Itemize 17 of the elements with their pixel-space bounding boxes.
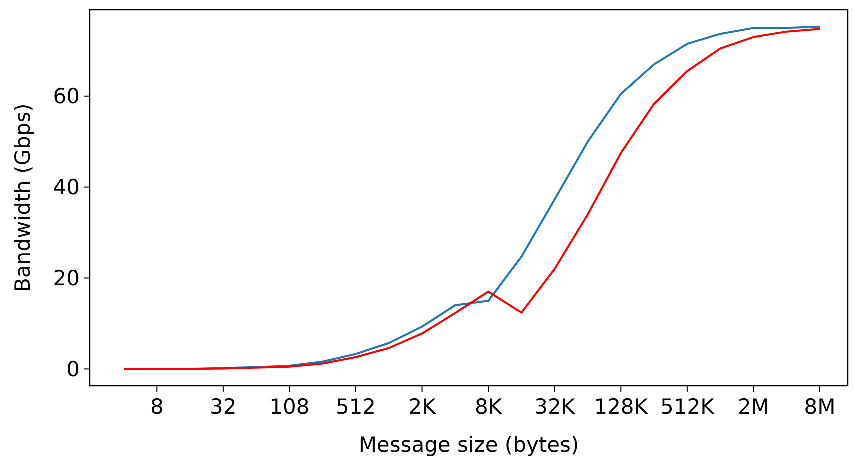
x-tick-label: 512K — [660, 395, 716, 419]
x-tick-label: 512 — [336, 395, 376, 419]
y-tick-label: 0 — [66, 358, 80, 382]
x-tick-label: 32K — [534, 395, 576, 419]
x-tick-label: 8K — [475, 395, 504, 419]
y-tick-label: 40 — [53, 176, 80, 200]
x-tick-label: 8M — [804, 395, 836, 419]
x-tick-label: 128K — [594, 395, 650, 419]
y-axis-title: Bandwidth (Gbps) — [11, 104, 35, 292]
x-tick-label: 2M — [738, 395, 770, 419]
x-tick-label: 2K — [408, 395, 438, 419]
x-tick-label: 8 — [150, 395, 164, 419]
x-tick-label: 108 — [270, 395, 310, 419]
y-tick-label: 60 — [53, 84, 80, 109]
x-axis-title: Message size (bytes) — [358, 433, 580, 457]
y-tick-label: 20 — [53, 266, 80, 291]
x-tick-label: 32 — [210, 395, 237, 419]
